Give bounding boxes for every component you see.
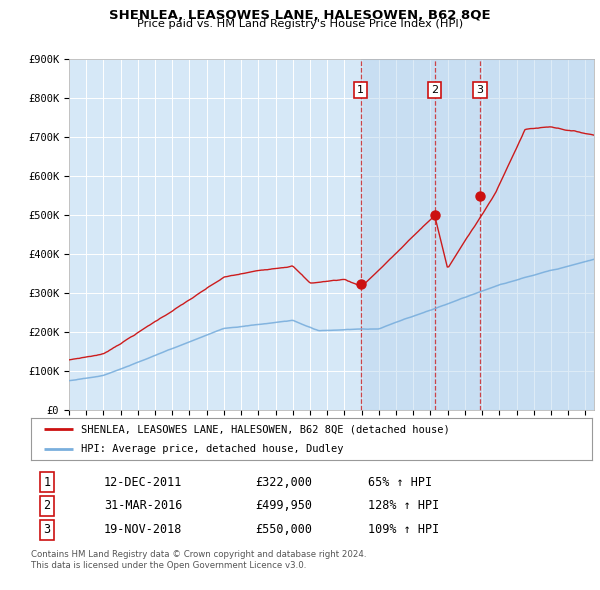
Bar — [361, 59, 594, 410]
Text: Price paid vs. HM Land Registry's House Price Index (HPI): Price paid vs. HM Land Registry's House … — [137, 19, 463, 30]
Text: 65% ↑ HPI: 65% ↑ HPI — [368, 476, 432, 489]
Text: HPI: Average price, detached house, Dudley: HPI: Average price, detached house, Dudl… — [80, 444, 343, 454]
Text: 2: 2 — [43, 499, 50, 513]
Text: £322,000: £322,000 — [256, 476, 313, 489]
Text: £499,950: £499,950 — [256, 499, 313, 513]
Text: 31-MAR-2016: 31-MAR-2016 — [104, 499, 182, 513]
Text: 1: 1 — [357, 85, 364, 95]
Text: 128% ↑ HPI: 128% ↑ HPI — [368, 499, 439, 513]
Text: 3: 3 — [476, 85, 484, 95]
Text: SHENLEA, LEASOWES LANE, HALESOWEN, B62 8QE (detached house): SHENLEA, LEASOWES LANE, HALESOWEN, B62 8… — [80, 424, 449, 434]
Text: 19-NOV-2018: 19-NOV-2018 — [104, 523, 182, 536]
Text: 109% ↑ HPI: 109% ↑ HPI — [368, 523, 439, 536]
Text: 3: 3 — [43, 523, 50, 536]
Text: Contains HM Land Registry data © Crown copyright and database right 2024.: Contains HM Land Registry data © Crown c… — [31, 550, 367, 559]
Text: £550,000: £550,000 — [256, 523, 313, 536]
Text: This data is licensed under the Open Government Licence v3.0.: This data is licensed under the Open Gov… — [31, 560, 307, 569]
Text: 2: 2 — [431, 85, 439, 95]
Text: 1: 1 — [43, 476, 50, 489]
Text: 12-DEC-2011: 12-DEC-2011 — [104, 476, 182, 489]
Text: SHENLEA, LEASOWES LANE, HALESOWEN, B62 8QE: SHENLEA, LEASOWES LANE, HALESOWEN, B62 8… — [109, 9, 491, 22]
